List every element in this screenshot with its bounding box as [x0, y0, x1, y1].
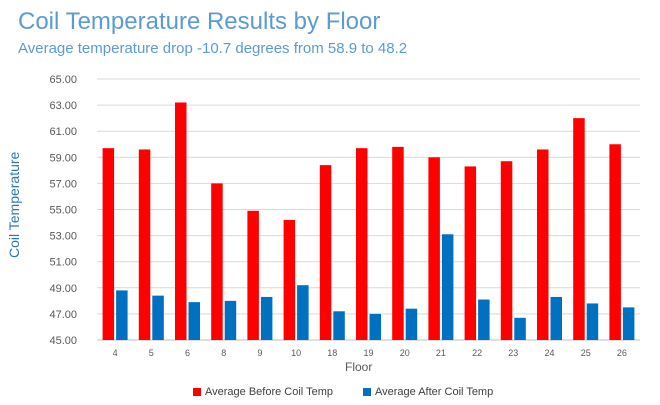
- bar-before: [211, 183, 223, 340]
- bar-after: [152, 295, 164, 340]
- x-tick-label: 22: [472, 348, 482, 358]
- x-tick-label: 19: [363, 348, 373, 358]
- x-tick-label: 4: [113, 348, 118, 358]
- bar-after: [478, 299, 490, 340]
- bar-after: [369, 313, 381, 340]
- bar-before: [319, 165, 332, 340]
- bar-after: [441, 234, 454, 340]
- legend-swatch-after: [363, 388, 371, 396]
- bar-before: [464, 166, 477, 340]
- x-tick-label: 6: [185, 348, 190, 358]
- x-axis-label: Floor: [345, 360, 373, 374]
- x-tick-label: 21: [436, 348, 446, 358]
- bar-before: [247, 210, 259, 340]
- bar-after: [116, 290, 128, 340]
- legend-swatch-before: [193, 388, 201, 396]
- bar-after: [260, 296, 273, 340]
- legend-item-before: Average Before Coil Temp: [193, 386, 333, 398]
- x-tick-label: 9: [257, 348, 262, 358]
- y-tick-label: 49.00: [49, 283, 77, 295]
- y-tick-label: 51.00: [49, 257, 77, 269]
- y-tick-label: 59.00: [49, 152, 77, 164]
- x-tick-label: 20: [400, 348, 410, 358]
- bar-before: [428, 157, 440, 340]
- bar-after: [188, 302, 200, 340]
- bar-before: [102, 148, 115, 340]
- y-tick-label: 65.00: [49, 74, 77, 86]
- y-tick-label: 45.00: [49, 335, 77, 347]
- legend-item-after: Average After Coil Temp: [363, 386, 493, 398]
- bar-before: [573, 118, 585, 341]
- x-tick-label: 26: [617, 348, 627, 358]
- bar-after: [297, 285, 309, 340]
- bar-before: [609, 144, 621, 340]
- bar-before: [500, 161, 513, 340]
- y-tick-label: 63.00: [49, 100, 77, 112]
- x-tick-label: 24: [544, 348, 554, 358]
- bar-after: [622, 307, 635, 340]
- bar-after: [550, 296, 562, 340]
- y-tick-label: 47.00: [49, 309, 77, 321]
- bar-before: [138, 149, 151, 340]
- x-tick-label: 8: [221, 348, 226, 358]
- bar-after: [224, 300, 237, 340]
- bar-after: [333, 311, 345, 340]
- bar-before: [537, 149, 549, 340]
- legend-label-after: Average After Coil Temp: [375, 386, 494, 398]
- y-tick-label: 53.00: [49, 231, 77, 243]
- bar-after: [405, 308, 418, 340]
- chart-legend: Average Before Coil Temp Average After C…: [193, 386, 523, 398]
- chart-title: Coil Temperature Results by Floor: [18, 8, 381, 35]
- x-tick-label: 5: [149, 348, 154, 358]
- chart-subtitle: Average temperature drop -10.7 degrees f…: [18, 40, 408, 57]
- legend-label-before: Average Before Coil Temp: [205, 386, 333, 398]
- y-tick-label: 55.00: [49, 205, 77, 217]
- bar-after: [514, 317, 526, 340]
- y-tick-label: 61.00: [49, 126, 77, 138]
- y-axis-label: Coil Temperature: [6, 151, 22, 258]
- x-tick-label: 18: [327, 348, 337, 358]
- bar-after: [586, 303, 599, 340]
- bar-before: [283, 219, 296, 340]
- x-tick-label: 25: [581, 348, 591, 358]
- x-tick-label: 23: [508, 348, 518, 358]
- bar-before: [392, 146, 404, 340]
- y-tick-label: 57.00: [49, 178, 77, 190]
- bar-before: [175, 102, 187, 341]
- x-tick-label: 10: [291, 348, 301, 358]
- bar-before: [356, 148, 368, 340]
